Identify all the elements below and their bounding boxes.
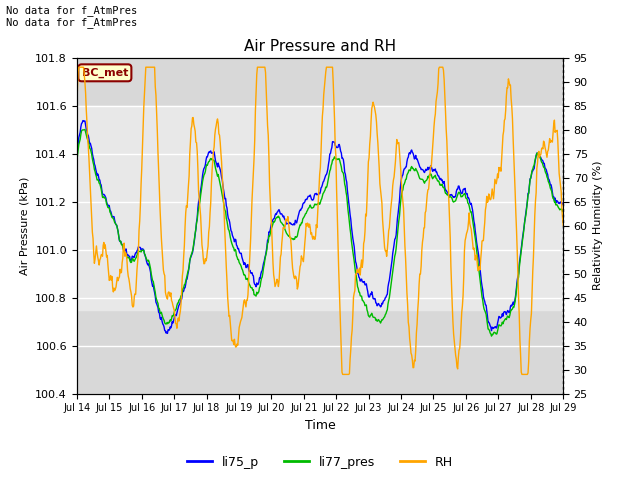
X-axis label: Time: Time [305,419,335,432]
Title: Air Pressure and RH: Air Pressure and RH [244,39,396,54]
Text: No data for f_AtmPres
No data for f_AtmPres: No data for f_AtmPres No data for f_AtmP… [6,5,138,28]
Text: BC_met: BC_met [82,68,128,78]
Bar [77,106,563,310]
Legend: li75_p, li77_pres, RH: li75_p, li77_pres, RH [182,451,458,474]
Y-axis label: Air Pressure (kPa): Air Pressure (kPa) [20,177,30,275]
Y-axis label: Relativity Humidity (%): Relativity Humidity (%) [593,161,604,290]
